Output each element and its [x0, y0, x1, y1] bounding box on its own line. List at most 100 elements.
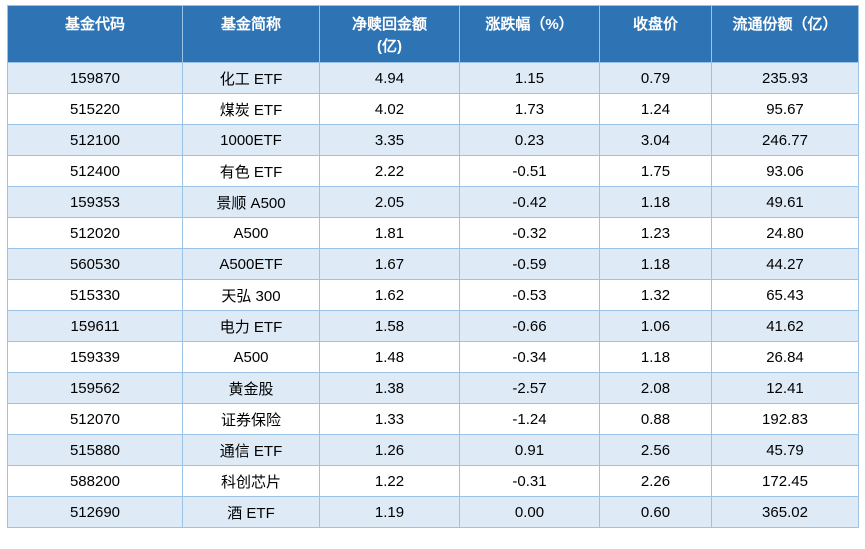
col-header-float-shares: 流通份额（亿）	[711, 5, 859, 63]
fund-code-cell: 515220	[7, 93, 183, 125]
net-redemption-cell: 1.48	[319, 341, 460, 373]
float-shares-cell: 246.77	[711, 124, 859, 156]
fund-name-cell: 有色 ETF	[182, 155, 320, 187]
change-pct-cell: -0.51	[459, 155, 600, 187]
change-pct-cell: 0.23	[459, 124, 600, 156]
change-pct-cell: 1.15	[459, 62, 600, 94]
fund-name-cell: 电力 ETF	[182, 310, 320, 342]
header-label: 基金简称	[220, 16, 281, 33]
fund-name-cell: A500	[182, 341, 320, 373]
float-shares-cell: 172.45	[711, 465, 859, 497]
float-shares-cell: 49.61	[711, 186, 859, 218]
net-redemption-cell: 1.38	[319, 372, 460, 404]
table-row: 159870 化工 ETF 4.94 1.15 0.79 235.93	[7, 62, 859, 94]
fund-name-cell: 证券保险	[182, 403, 320, 435]
float-shares-cell: 93.06	[711, 155, 859, 187]
fund-name-cell: 化工 ETF	[182, 62, 320, 94]
fund-code-cell: 159562	[7, 372, 183, 404]
net-redemption-cell: 4.02	[319, 93, 460, 125]
net-redemption-cell: 1.22	[319, 465, 460, 497]
float-shares-cell: 12.41	[711, 372, 859, 404]
col-header-fund-name: 基金简称	[182, 5, 320, 63]
close-price-cell: 0.79	[599, 62, 712, 94]
header-label: 收盘价	[632, 16, 678, 33]
fund-code-cell: 512020	[7, 217, 183, 249]
table-body: 159870 化工 ETF 4.94 1.15 0.79 235.93 515220 煤炭 E…	[7, 62, 859, 528]
fund-code-cell: 159353	[7, 186, 183, 218]
fund-code-cell: 159870	[7, 62, 183, 94]
table-row: 560530 A500ETF 1.67 -0.59 1.18 44.27	[7, 248, 859, 280]
net-redemption-cell: 2.22	[319, 155, 460, 187]
change-pct-cell: 0.00	[459, 496, 600, 528]
fund-code-cell: 512100	[7, 124, 183, 156]
fund-table: 基金代码 基金简称 净赎回金额 (亿) 涨跌幅（%） 收盘价 流通份额（亿）	[7, 5, 859, 528]
table-header: 基金代码 基金简称 净赎回金额 (亿) 涨跌幅（%） 收盘价 流通份额（亿）	[7, 5, 859, 63]
table-row: 159611 电力 ETF 1.58 -0.66 1.06 41.62	[7, 310, 859, 342]
net-redemption-cell: 4.94	[319, 62, 460, 94]
net-redemption-cell: 1.58	[319, 310, 460, 342]
float-shares-cell: 365.02	[711, 496, 859, 528]
header-label: 净赎回金额	[351, 16, 427, 33]
table-row: 512100 1000ETF 3.35 0.23 3.04 246.77	[7, 124, 859, 156]
col-header-change-pct: 涨跌幅（%）	[459, 5, 600, 63]
fund-name-cell: 通信 ETF	[182, 434, 320, 466]
col-header-close-price: 收盘价	[599, 5, 712, 63]
change-pct-cell: -0.59	[459, 248, 600, 280]
change-pct-cell: -2.57	[459, 372, 600, 404]
net-redemption-cell: 1.33	[319, 403, 460, 435]
header-label: 流通份额（亿）	[732, 16, 838, 33]
fund-name-cell: A500	[182, 217, 320, 249]
float-shares-cell: 41.62	[711, 310, 859, 342]
fund-name-cell: 黄金股	[182, 372, 320, 404]
close-price-cell: 2.26	[599, 465, 712, 497]
net-redemption-cell: 1.81	[319, 217, 460, 249]
close-price-cell: 2.56	[599, 434, 712, 466]
table-row: 512400 有色 ETF 2.22 -0.51 1.75 93.06	[7, 155, 859, 187]
fund-code-cell: 512070	[7, 403, 183, 435]
table-row: 159353 景顺 A500 2.05 -0.42 1.18 49.61	[7, 186, 859, 218]
fund-code-cell: 159611	[7, 310, 183, 342]
float-shares-cell: 45.79	[711, 434, 859, 466]
fund-code-cell: 159339	[7, 341, 183, 373]
fund-code-cell: 515880	[7, 434, 183, 466]
change-pct-cell: -1.24	[459, 403, 600, 435]
fund-name-cell: 酒 ETF	[182, 496, 320, 528]
table-row: 515330 天弘 300 1.62 -0.53 1.32 65.43	[7, 279, 859, 311]
change-pct-cell: -0.32	[459, 217, 600, 249]
net-redemption-cell: 1.62	[319, 279, 460, 311]
close-price-cell: 1.06	[599, 310, 712, 342]
fund-code-cell: 512690	[7, 496, 183, 528]
close-price-cell: 1.32	[599, 279, 712, 311]
table-row: 512690 酒 ETF 1.19 0.00 0.60 365.02	[7, 496, 859, 528]
float-shares-cell: 24.80	[711, 217, 859, 249]
change-pct-cell: -0.42	[459, 186, 600, 218]
header-label: 基金代码	[64, 16, 125, 33]
fund-name-cell: 科创芯片	[182, 465, 320, 497]
header-sublabel: (亿)	[377, 38, 402, 55]
col-header-fund-code: 基金代码	[7, 5, 183, 63]
close-price-cell: 1.18	[599, 341, 712, 373]
float-shares-cell: 192.83	[711, 403, 859, 435]
table-row: 515220 煤炭 ETF 4.02 1.73 1.24 95.67	[7, 93, 859, 125]
header-row: 基金代码 基金简称 净赎回金额 (亿) 涨跌幅（%） 收盘价 流通份额（亿）	[7, 5, 859, 63]
float-shares-cell: 44.27	[711, 248, 859, 280]
net-redemption-cell: 1.26	[319, 434, 460, 466]
col-header-net-redemption: 净赎回金额 (亿)	[319, 5, 460, 63]
fund-name-cell: 煤炭 ETF	[182, 93, 320, 125]
change-pct-cell: 0.91	[459, 434, 600, 466]
change-pct-cell: -0.66	[459, 310, 600, 342]
change-pct-cell: -0.31	[459, 465, 600, 497]
fund-name-cell: A500ETF	[182, 248, 320, 280]
fund-name-cell: 1000ETF	[182, 124, 320, 156]
close-price-cell: 2.08	[599, 372, 712, 404]
change-pct-cell: -0.53	[459, 279, 600, 311]
fund-code-cell: 512400	[7, 155, 183, 187]
close-price-cell: 0.60	[599, 496, 712, 528]
close-price-cell: 3.04	[599, 124, 712, 156]
table-row: 159339 A500 1.48 -0.34 1.18 26.84	[7, 341, 859, 373]
table-row: 512020 A500 1.81 -0.32 1.23 24.80	[7, 217, 859, 249]
close-price-cell: 1.24	[599, 93, 712, 125]
float-shares-cell: 65.43	[711, 279, 859, 311]
fund-name-cell: 天弘 300	[182, 279, 320, 311]
